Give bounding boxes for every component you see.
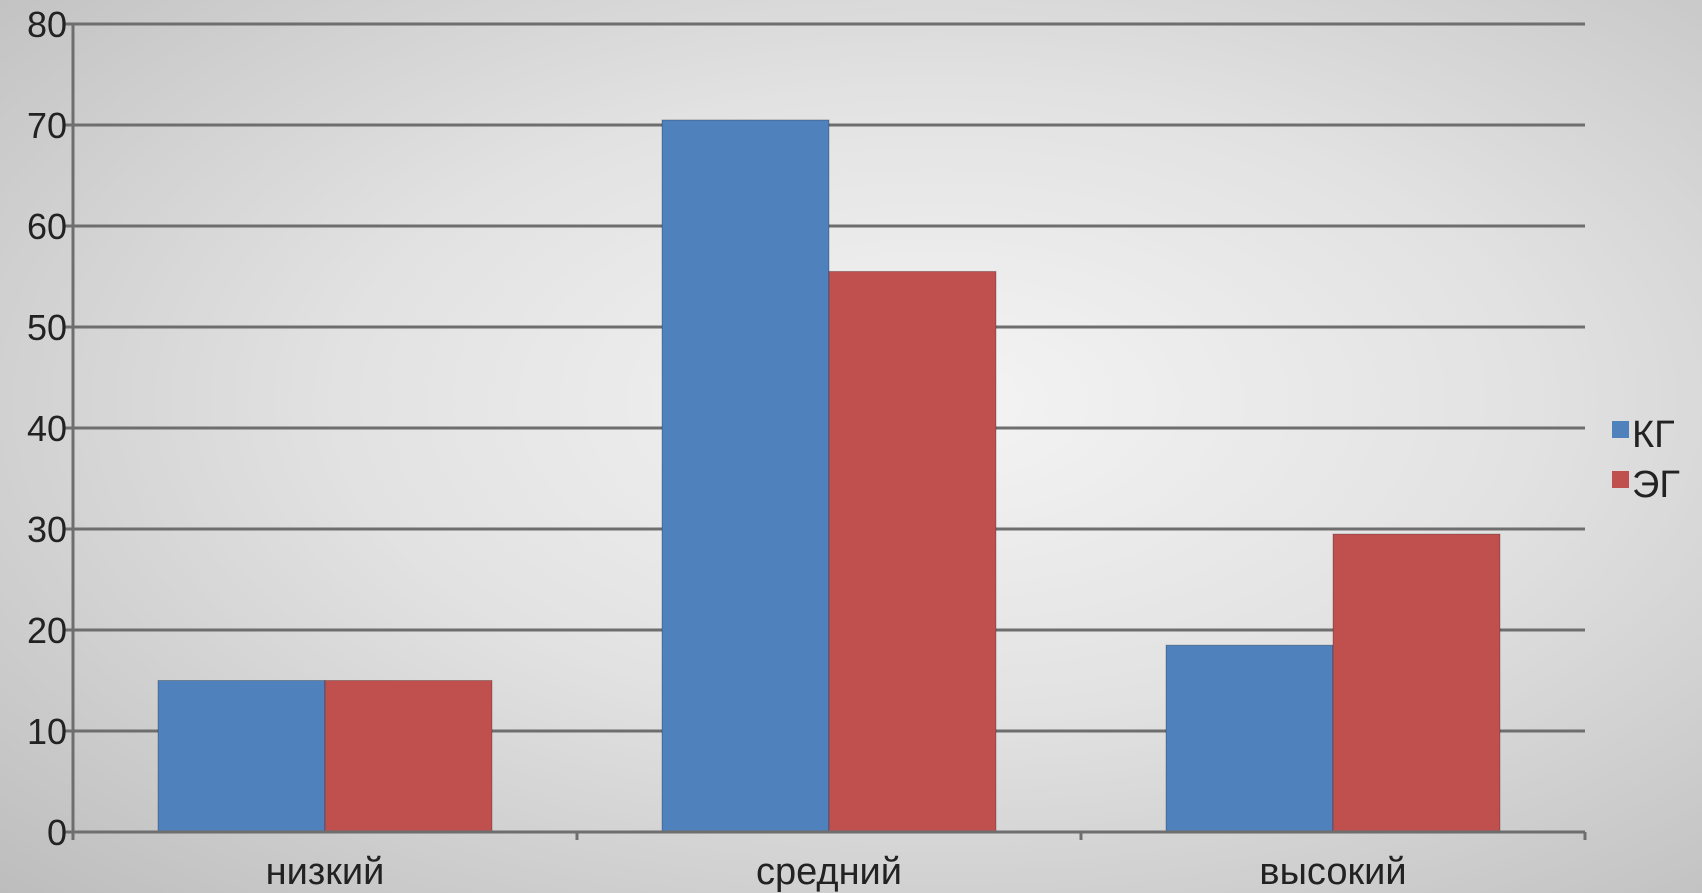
x-category-label: низкий	[266, 851, 385, 893]
x-category-label: высокий	[1259, 851, 1406, 893]
legend: КГ ЭГ	[1612, 414, 1680, 506]
y-tick-label: 10	[27, 711, 67, 752]
axes	[65, 22, 1587, 840]
y-tick-label: 30	[27, 509, 67, 550]
legend-label: КГ	[1632, 414, 1675, 456]
y-tick-label: 50	[27, 307, 67, 348]
legend-swatch	[1612, 471, 1629, 488]
bar-eg-2	[1332, 533, 1501, 833]
bars	[157, 119, 1501, 833]
y-tick-labels: 0 10 20 30 40 50 60 70 80	[27, 4, 67, 853]
x-tick-labels: низкий средний высокий	[266, 851, 1407, 893]
x-category-label: средний	[756, 851, 902, 893]
bar-eg-1	[828, 270, 997, 833]
bar-kg-0	[157, 680, 326, 833]
y-tick-label: 0	[47, 812, 67, 853]
y-tick-label: 40	[27, 408, 67, 449]
bar-eg-0	[324, 680, 493, 833]
y-tick-label: 20	[27, 610, 67, 651]
y-tick-label: 60	[27, 206, 67, 247]
bar-kg-1	[661, 119, 830, 833]
legend-swatch	[1612, 421, 1629, 438]
bar-kg-2	[1165, 644, 1334, 833]
y-tick-label: 80	[27, 4, 67, 45]
y-tick-label: 70	[27, 105, 67, 146]
legend-label: ЭГ	[1632, 464, 1680, 506]
